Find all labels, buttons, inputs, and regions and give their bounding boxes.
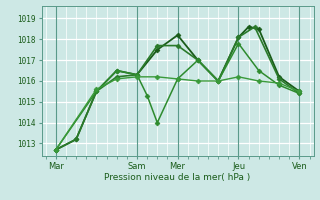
X-axis label: Pression niveau de la mer( hPa ): Pression niveau de la mer( hPa ) xyxy=(104,173,251,182)
